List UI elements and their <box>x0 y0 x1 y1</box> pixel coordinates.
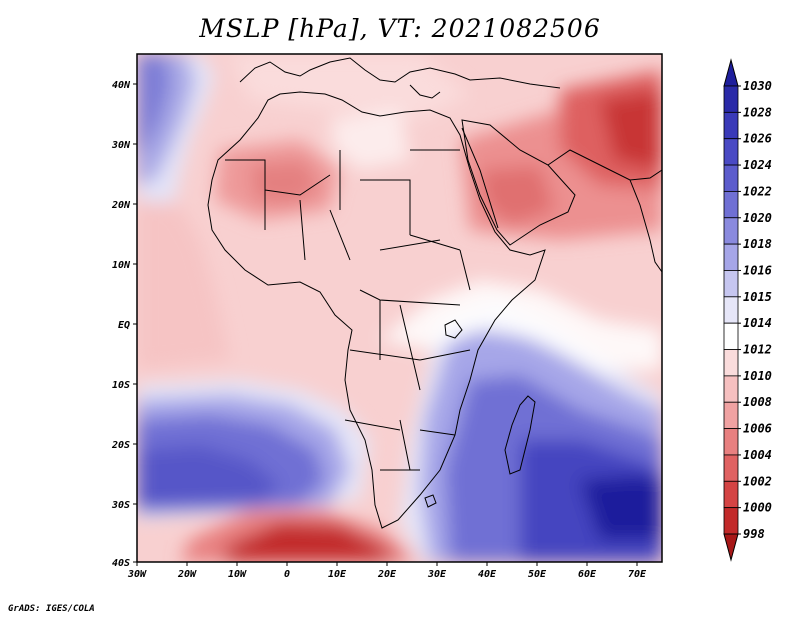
colorbar-label: 1016 <box>743 263 772 277</box>
colorbar-segment <box>723 375 739 403</box>
lat-labels: 40N 30N 20N 10N EQ 10S 20S 30S 40S <box>111 80 131 569</box>
lat-label-eq: EQ <box>118 320 130 331</box>
lon-label-10w: 10W <box>228 569 247 580</box>
lat-label-30s: 30S <box>111 500 130 511</box>
colorbar-label: 1000 <box>743 501 772 515</box>
colorbar-segment <box>723 322 739 350</box>
colorbar-label: 1010 <box>743 369 772 383</box>
colorbar-segment <box>723 349 739 377</box>
lat-label-40n: 40N <box>112 80 131 91</box>
lon-label-30w: 30W <box>127 569 147 580</box>
colorbar-label: 1030 <box>743 79 772 93</box>
lon-label-10e: 10E <box>328 569 347 580</box>
colorbar-label: 998 <box>743 527 765 541</box>
colorbar-segment <box>723 138 739 166</box>
lat-label-20n: 20N <box>111 200 131 211</box>
colorbar-label: 1028 <box>743 105 772 119</box>
lon-labels: 30W 20W 10W 0 10E 20E 30E 40E 50E 60E 70… <box>127 569 647 580</box>
colorbar-segment <box>723 428 739 456</box>
lat-label-10s: 10S <box>112 380 130 391</box>
colorbar-segment <box>723 243 739 271</box>
colorbar-label: 1015 <box>743 290 772 304</box>
lon-label-20w: 20W <box>177 569 197 580</box>
colorbar-label: 1022 <box>743 184 772 198</box>
lon-label-50e: 50E <box>528 569 547 580</box>
colorbar-segment <box>723 164 739 192</box>
lat-label-10n: 10N <box>112 260 131 271</box>
colorbar-segment <box>723 454 739 482</box>
colorbar-segment <box>723 111 739 140</box>
lat-label-40s: 40S <box>112 558 130 569</box>
colorbar: 1030 1028 1026 1024 1022 1020 1018 1016 1015 1014… <box>723 58 772 562</box>
colorbar-label: 1004 <box>743 448 772 462</box>
colorbar-label: 1002 <box>743 474 772 488</box>
lat-label-30n: 30N <box>111 140 131 151</box>
colorbar-label: 1006 <box>743 422 772 436</box>
coastlines <box>207 57 662 529</box>
colorbar-segment <box>723 85 739 113</box>
lon-label-60e: 60E <box>578 569 597 580</box>
lat-label-20s: 20S <box>111 440 130 451</box>
credit-text: GrADS: IGES/COLA <box>8 604 95 614</box>
colorbar-label: 1024 <box>743 158 772 172</box>
colorbar-segment <box>723 191 739 219</box>
colorbar-segment <box>723 401 739 429</box>
colorbar-segment <box>723 296 739 324</box>
colorbar-segment <box>723 507 739 535</box>
map-frame <box>136 53 663 563</box>
colorbar-segment <box>723 217 739 245</box>
colorbar-label: 1012 <box>743 343 772 357</box>
colorbar-segment <box>723 480 739 509</box>
lon-label-20e: 20E <box>377 569 397 580</box>
lon-label-0: 0 <box>284 569 290 580</box>
colorbar-label: 1018 <box>743 237 772 251</box>
lon-label-30e: 30E <box>427 569 447 580</box>
colorbar-arrow-bottom <box>723 533 739 562</box>
lon-label-40e: 40E <box>478 569 497 580</box>
lon-label-70e: 70E <box>628 569 647 580</box>
colorbar-arrow-top <box>723 58 739 87</box>
colorbar-segment <box>723 270 739 298</box>
colorbar-label: 1008 <box>743 395 772 409</box>
colorbar-label: 1026 <box>743 132 772 146</box>
pressure-field <box>137 54 662 562</box>
map-title: MSLP [hPa], VT: 2021082506 <box>199 14 601 43</box>
colorbar-label: 1020 <box>743 211 772 225</box>
colorbar-label: 1014 <box>743 316 772 330</box>
